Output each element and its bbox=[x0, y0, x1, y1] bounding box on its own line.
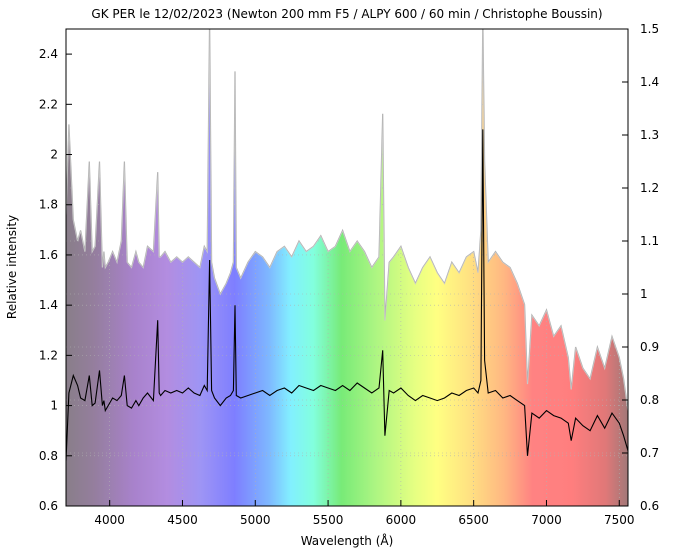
chart-title: GK PER le 12/02/2023 (Newton 200 mm F5 /… bbox=[91, 7, 602, 21]
y2-tick-label: 1.3 bbox=[640, 128, 659, 142]
y-tick-label: 2.2 bbox=[39, 97, 58, 111]
y-axis-label: Relative intensity bbox=[5, 215, 19, 319]
y2-tick-label: 0.9 bbox=[640, 340, 659, 354]
x-tick-label: 6000 bbox=[386, 513, 417, 527]
area-above-grey-series bbox=[66, 29, 628, 411]
x-tick-label: 6500 bbox=[458, 513, 489, 527]
x-axis-ticks: 4000 4500 5000 5500 6000 6500 7000 7500 bbox=[94, 500, 635, 527]
y-tick-label: 1.2 bbox=[39, 348, 58, 362]
y2-tick-label: 1.5 bbox=[640, 22, 659, 36]
y2-tick-label: 1.4 bbox=[640, 75, 659, 89]
plot-frame bbox=[65, 28, 629, 507]
x-tick-label: 7000 bbox=[531, 513, 562, 527]
y2-tick-label: 0.6 bbox=[640, 499, 659, 513]
x-axis-label: Wavelength (Å) bbox=[301, 533, 394, 548]
x-tick-label: 7500 bbox=[604, 513, 635, 527]
series-grey-line bbox=[66, 29, 628, 411]
y2-tick-label: 1 bbox=[640, 287, 648, 301]
y2-tick-label: 1.1 bbox=[640, 234, 659, 248]
series-black-line bbox=[66, 129, 628, 461]
x-tick-label: 4000 bbox=[94, 513, 125, 527]
y-tick-label: 1 bbox=[50, 399, 58, 413]
y-tick-label: 0.6 bbox=[39, 499, 58, 513]
y-tick-label: 0.8 bbox=[39, 449, 58, 463]
x-tick-label: 5000 bbox=[240, 513, 271, 527]
series-group bbox=[66, 29, 628, 506]
y2-axis-ticks: 0.6 0.7 0.8 0.9 1 1.1 1.2 1.3 1.4 1.5 bbox=[622, 22, 659, 513]
y2-tick-label: 1.2 bbox=[640, 181, 659, 195]
y-tick-label: 1.4 bbox=[39, 298, 58, 312]
y-axis-ticks: 0.6 0.8 1 1.2 1.4 1.6 1.8 2 2.2 2.4 bbox=[39, 47, 72, 513]
x-tick-label: 4500 bbox=[167, 513, 198, 527]
y2-tick-label: 0.7 bbox=[640, 446, 659, 460]
y-tick-label: 1.6 bbox=[39, 248, 58, 262]
y-tick-label: 2 bbox=[50, 148, 58, 162]
y-tick-label: 1.8 bbox=[39, 198, 58, 212]
x-tick-label: 5500 bbox=[313, 513, 344, 527]
y2-tick-label: 0.8 bbox=[640, 393, 659, 407]
y-tick-label: 2.4 bbox=[39, 47, 58, 61]
